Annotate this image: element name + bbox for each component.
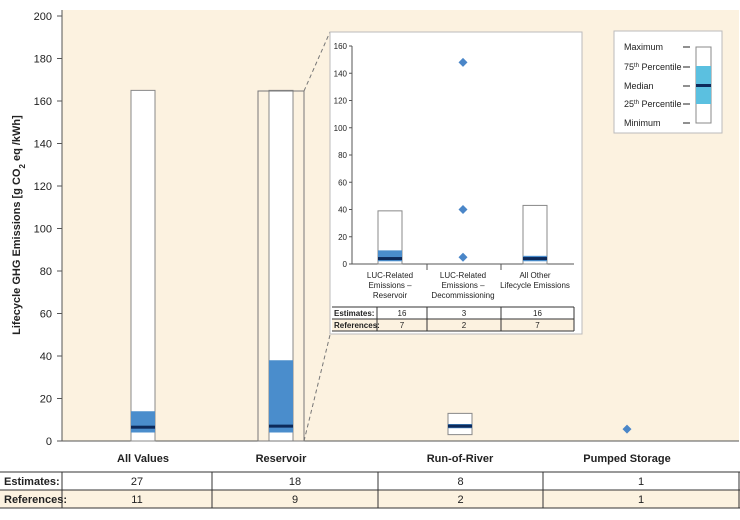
table-reference-cell: 1 (638, 494, 644, 506)
reservoir-highlight-frame (257, 90, 305, 442)
inset-point (458, 205, 468, 214)
inset-category-label: Decommissioning (431, 291, 494, 300)
inset-table-row-label: Estimates: (334, 309, 374, 318)
inset-y-tick-label: 60 (338, 178, 347, 187)
legend-item-label: 75th Percentile (624, 62, 682, 72)
table-row-label: References: (4, 494, 67, 506)
main-box-iqr-box (131, 411, 155, 433)
table-row-label: Estimates: (4, 476, 60, 488)
y-tick-label: 140 (34, 139, 52, 151)
main-points (622, 424, 632, 434)
inset-y-tick-label: 140 (334, 69, 348, 78)
category-labels: All Values Reservoir Run-of-River Pumped St… (117, 453, 671, 465)
y-tick-label: 80 (40, 266, 52, 278)
inset-category-label: Lifecycle Emissions (500, 281, 570, 290)
category-label: Pumped Storage (583, 453, 670, 465)
main-box-median-line (269, 424, 293, 428)
legend-item-label: Median (624, 81, 654, 91)
category-label: Run-of-River (427, 453, 494, 465)
main-box-iqr-box (269, 360, 293, 433)
main-table: Estimates:References:27 18 8 111 9 2 1 (0, 471, 740, 509)
legend-item-label: 25th Percentile (624, 99, 682, 109)
y-tick-label: 100 (34, 224, 52, 236)
inset-y-tick-label: 20 (338, 233, 347, 242)
inset-category-label: Emissions – (441, 281, 485, 290)
inset-frame (329, 31, 583, 335)
y-tick-label: 20 (40, 394, 52, 406)
inset-y-tick-label: 120 (334, 97, 348, 106)
inset-table-reference-cell: 2 (462, 321, 467, 330)
inset-category-label: Reservoir (373, 291, 408, 300)
inset-table-reference-cell: 7 (535, 321, 540, 330)
main-boxes (130, 89, 473, 442)
main-box-median-line (131, 425, 155, 429)
inset-category-label: All Other (519, 271, 550, 280)
inset-category-label: Emissions – (368, 281, 412, 290)
inset-panel: 020406080100120140160LUC-RelatedEmission… (329, 31, 583, 335)
category-label: Reservoir (256, 453, 307, 465)
inset-category-label: LUC-Related (440, 271, 486, 280)
inset-table-reference-cell: 7 (400, 321, 405, 330)
inset-y-tick-label: 160 (334, 42, 348, 51)
category-label: All Values (117, 453, 169, 465)
table-reference-cell: 2 (457, 494, 463, 506)
inset-box-median-line (523, 257, 547, 261)
inset-box-whisker-range (522, 204, 548, 265)
inset-y-tick-label: 100 (334, 124, 348, 133)
inset-category-label: LUC-Related (367, 271, 413, 280)
legend-item-label: Maximum (624, 42, 663, 52)
y-tick-label: 200 (34, 11, 52, 23)
legend-median-line (696, 84, 711, 87)
legend-item-label: Minimum (624, 118, 661, 128)
y-tick-label: 40 (40, 351, 52, 363)
inset-table-row-label: References: (334, 321, 380, 330)
zoom-connector (257, 31, 331, 442)
table-estimate-cell: 8 (457, 476, 463, 488)
inset-point (458, 252, 468, 262)
y-tick-label: 180 (34, 54, 52, 66)
inset-box-median-line (378, 257, 402, 261)
y-tick-label: 120 (34, 181, 52, 193)
y-axis-label: Lifecycle GHG Emissions [g CO2 eq /kWh] (11, 115, 27, 335)
inset-references-row-bg (332, 319, 574, 331)
zoom-line-top (303, 31, 331, 92)
inset-point (458, 57, 468, 67)
references-row-bg (0, 490, 740, 508)
inset-table-estimate-cell: 16 (398, 309, 407, 318)
main-point (622, 424, 632, 434)
table-reference-cell: 9 (292, 494, 298, 506)
y-tick-label: 0 (46, 436, 52, 448)
inset-table-estimate-cell: 3 (462, 309, 467, 318)
legend: Maximum 75th Percentile Median 25th Percent… (613, 30, 723, 134)
main-box-whisker-range (130, 89, 156, 442)
main-box-median-line (448, 424, 472, 428)
inset-table-estimate-cell: 16 (533, 309, 542, 318)
table-reference-cell: 11 (131, 494, 142, 506)
inset-y-tick-label: 40 (338, 206, 347, 215)
inset-y-tick-label: 80 (338, 151, 347, 160)
table-estimate-cell: 18 (289, 476, 301, 488)
table-estimate-cell: 1 (638, 476, 644, 488)
y-tick-label: 160 (34, 96, 52, 108)
table-estimate-cell: 27 (131, 476, 143, 488)
inset-box-iqr-box (378, 250, 402, 262)
inset-y-tick-label: 0 (343, 260, 348, 269)
y-tick-label: 60 (40, 309, 52, 321)
